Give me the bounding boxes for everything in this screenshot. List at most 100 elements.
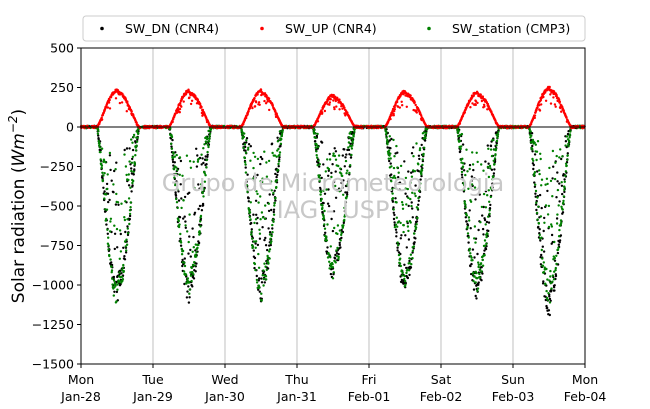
x-tick-day: Mon	[572, 372, 598, 387]
data-point	[533, 181, 536, 184]
data-point	[401, 271, 404, 274]
data-point	[186, 230, 189, 233]
data-point	[102, 159, 106, 162]
data-point	[553, 240, 556, 244]
data-point	[318, 165, 321, 168]
data-point	[331, 263, 334, 266]
data-point	[556, 180, 559, 183]
data-point	[409, 94, 412, 97]
data-point	[128, 209, 132, 212]
data-point	[460, 145, 463, 148]
data-point	[568, 136, 571, 139]
data-point	[189, 255, 192, 258]
data-point	[546, 278, 549, 281]
data-point	[551, 195, 554, 198]
y-axis-label: Solar radiation (Wm−2)	[6, 109, 29, 303]
data-point	[313, 128, 316, 131]
data-point	[257, 201, 260, 204]
data-point	[318, 177, 322, 180]
data-point	[129, 206, 132, 209]
data-point	[118, 257, 122, 260]
data-point	[206, 150, 209, 154]
data-point	[132, 173, 135, 176]
data-point	[259, 88, 263, 92]
data-point	[125, 243, 129, 246]
data-point	[320, 176, 323, 180]
data-point	[253, 185, 257, 188]
data-point	[318, 163, 321, 166]
data-point	[181, 174, 184, 177]
data-point	[270, 208, 273, 212]
data-point	[170, 147, 174, 150]
data-point	[114, 203, 118, 206]
data-point	[130, 161, 134, 164]
data-point	[118, 101, 122, 105]
data-point	[200, 183, 203, 186]
data-point	[110, 261, 113, 264]
data-point	[409, 197, 412, 201]
data-point	[556, 188, 560, 192]
data-point	[231, 127, 234, 130]
data-point	[345, 153, 348, 156]
data-point	[249, 145, 252, 148]
data-point	[188, 213, 191, 216]
data-point	[469, 106, 472, 109]
data-point	[544, 204, 548, 207]
data-point	[333, 107, 336, 111]
data-point	[561, 192, 564, 196]
data-point	[461, 176, 464, 179]
data-point	[495, 144, 498, 147]
data-point	[548, 279, 551, 282]
data-point	[536, 106, 539, 109]
data-point	[344, 191, 347, 194]
data-point	[202, 161, 205, 165]
data-point	[560, 205, 563, 208]
data-point	[555, 222, 559, 225]
data-point	[564, 140, 568, 143]
data-point	[568, 133, 572, 136]
data-point	[549, 275, 552, 278]
data-point	[250, 221, 253, 225]
data-point	[199, 225, 202, 228]
data-point	[340, 228, 343, 232]
data-point	[317, 174, 321, 177]
data-point	[171, 120, 174, 124]
y-tick-label: 250	[50, 80, 74, 95]
data-point	[196, 98, 199, 101]
data-point	[534, 183, 537, 186]
data-point	[412, 146, 415, 149]
data-point	[338, 241, 341, 245]
data-point	[133, 168, 136, 171]
data-point	[187, 252, 190, 255]
data-point	[407, 196, 410, 200]
data-point	[183, 257, 186, 260]
data-point	[324, 170, 327, 173]
data-point	[539, 157, 542, 161]
data-point	[342, 224, 345, 227]
data-point	[349, 156, 353, 159]
data-point	[480, 163, 483, 166]
data-point	[108, 151, 112, 155]
data-point	[337, 257, 340, 261]
data-point	[328, 152, 331, 156]
data-point	[562, 109, 565, 112]
data-point	[398, 106, 401, 109]
data-point	[128, 222, 131, 226]
data-point	[556, 251, 560, 255]
data-point	[553, 177, 557, 181]
data-point	[332, 152, 335, 155]
data-point	[549, 102, 553, 105]
data-point	[173, 176, 176, 179]
y-tick-label: 0	[66, 120, 74, 135]
data-point	[377, 127, 380, 130]
data-point	[472, 94, 475, 97]
data-point	[409, 221, 412, 224]
data-point	[405, 220, 409, 223]
data-point	[229, 124, 232, 127]
data-point	[174, 172, 178, 176]
data-point	[385, 131, 388, 134]
data-point	[334, 196, 338, 199]
data-point	[338, 190, 341, 193]
data-point	[125, 238, 128, 241]
